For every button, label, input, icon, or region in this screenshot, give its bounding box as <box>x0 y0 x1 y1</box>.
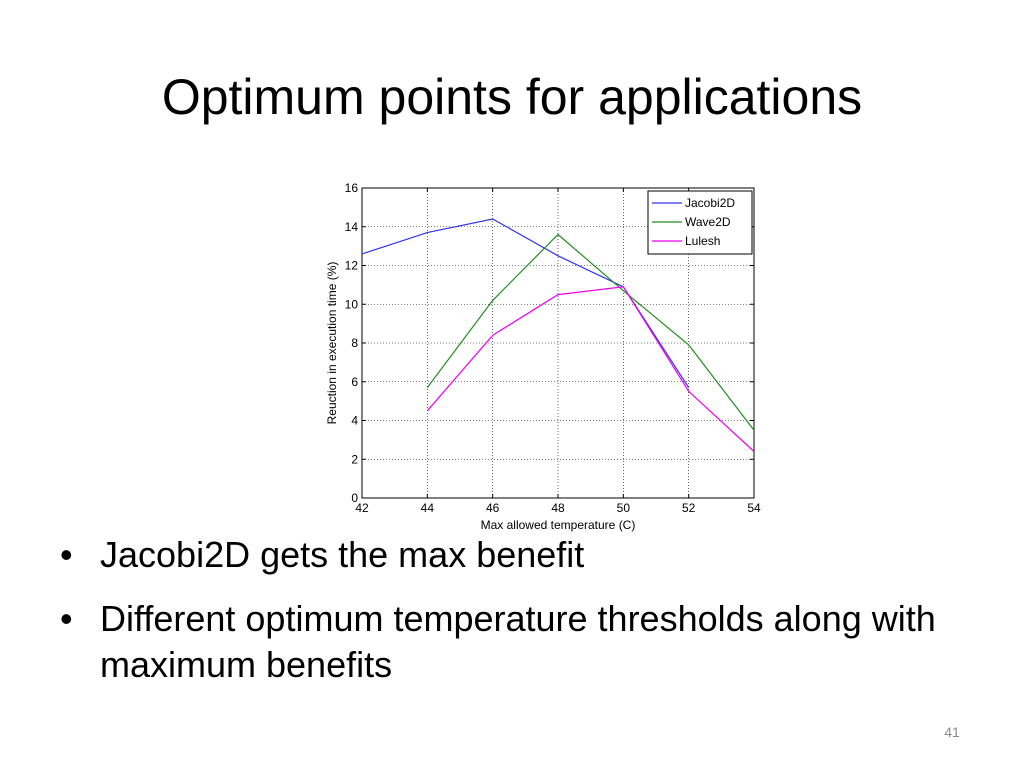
x-tick-label: 46 <box>486 501 500 515</box>
legend-label: Jacobi2D <box>685 196 735 210</box>
y-tick-label: 12 <box>345 259 359 273</box>
x-tick-label: 50 <box>617 501 631 515</box>
bullet-item: • Jacobi2D gets the max benefit <box>60 532 960 578</box>
bullet-item: • Different optimum temperature threshol… <box>60 596 960 688</box>
legend: Jacobi2D Wave2D Lulesh <box>647 190 753 255</box>
y-tick-label: 8 <box>351 336 358 350</box>
legend-label: Lulesh <box>685 234 720 248</box>
x-tick-label: 52 <box>682 501 696 515</box>
x-tick-label: 48 <box>551 501 565 515</box>
legend-label: Wave2D <box>685 215 731 229</box>
bullet-text: Different optimum temperature thresholds… <box>100 598 936 685</box>
y-tick-label: 10 <box>345 297 359 311</box>
y-tick-label: 14 <box>345 220 359 234</box>
bullet-dot: • <box>60 534 73 575</box>
bullet-text: Jacobi2D gets the max benefit <box>100 534 585 575</box>
x-tick-label: 42 <box>355 501 369 515</box>
x-axis-label: Max allowed temperature (C) <box>481 518 636 532</box>
y-axis-label: Reuction in execution time (%) <box>325 262 339 425</box>
y-tick-label: 6 <box>351 375 358 389</box>
y-tick-label: 16 <box>345 181 359 195</box>
slide-title: Optimum points for applications <box>161 69 863 125</box>
y-tick-label: 4 <box>351 414 358 428</box>
x-tick-label: 54 <box>747 501 761 515</box>
x-tick-label: 44 <box>421 501 435 515</box>
y-tick-label: 2 <box>351 452 358 466</box>
bullet-list: • Jacobi2D gets the max benefit • Differ… <box>60 532 960 706</box>
series-line-lulesh <box>426 286 755 452</box>
bullet-dot: • <box>60 598 73 639</box>
y-tick-label: 0 <box>351 491 358 505</box>
series-line-wave2d <box>426 233 755 431</box>
slide-number: 41 <box>944 724 960 740</box>
